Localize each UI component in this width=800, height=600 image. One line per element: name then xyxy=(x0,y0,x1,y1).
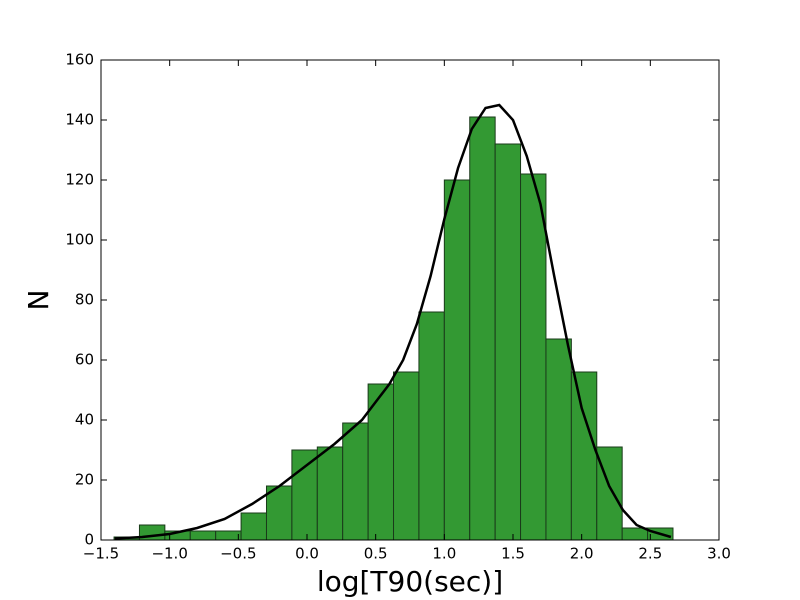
x-tick-label: −1.5 xyxy=(83,545,119,563)
y-tick-label: 120 xyxy=(65,171,94,189)
x-tick-label: 1.0 xyxy=(432,545,456,563)
y-tick-label: 40 xyxy=(75,411,94,429)
bar xyxy=(596,446,623,541)
y-tick-label: 80 xyxy=(75,291,94,309)
x-tick-label: 3.0 xyxy=(707,545,731,563)
x-tick-label: 0.5 xyxy=(364,545,388,563)
bar xyxy=(545,338,572,541)
y-tick-label: 60 xyxy=(75,351,94,369)
x-tick-label: 2.5 xyxy=(638,545,662,563)
bar xyxy=(215,530,242,541)
x-tick-label: 0.0 xyxy=(295,545,319,563)
y-tick-label: 100 xyxy=(65,231,94,249)
bar xyxy=(393,371,420,541)
bar xyxy=(418,311,445,541)
x-tick-label: 1.5 xyxy=(501,545,525,563)
y-tick-label: 0 xyxy=(84,531,94,549)
bar xyxy=(520,173,547,541)
y-tick-label: 160 xyxy=(65,51,94,69)
bar xyxy=(342,422,369,541)
bar xyxy=(316,446,344,541)
bar xyxy=(621,527,649,541)
bar xyxy=(570,371,598,541)
x-axis-label: log[T90(sec)] xyxy=(317,565,503,598)
bar xyxy=(494,143,522,541)
bar xyxy=(189,530,217,541)
fit-curve xyxy=(114,103,672,540)
y-tick-label: 20 xyxy=(75,471,94,489)
bar xyxy=(291,449,318,541)
bar xyxy=(240,512,267,541)
x-tick-label: −0.5 xyxy=(220,545,256,563)
x-tick-label: 2.0 xyxy=(570,545,594,563)
bar xyxy=(265,485,293,541)
y-axis-label: N xyxy=(22,290,55,311)
x-tick-label: −1.0 xyxy=(151,545,187,563)
bar xyxy=(469,116,496,541)
y-tick-label: 140 xyxy=(65,111,94,129)
bar xyxy=(443,179,471,541)
bar xyxy=(367,383,395,541)
